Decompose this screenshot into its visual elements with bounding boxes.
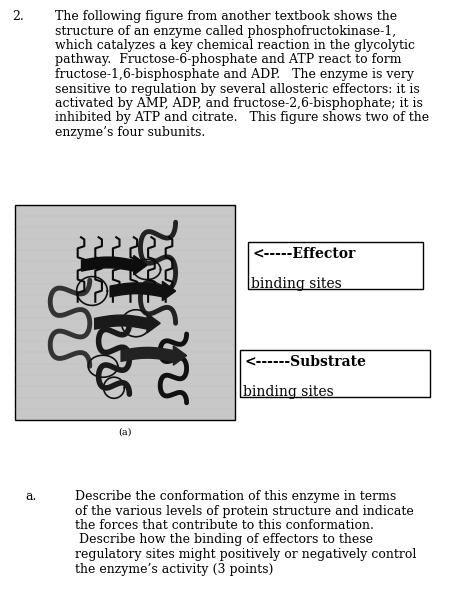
Text: pathway.  Fructose-6-phosphate and ATP react to form: pathway. Fructose-6-phosphate and ATP re… bbox=[55, 53, 401, 67]
Text: a.: a. bbox=[25, 490, 36, 503]
Text: The following figure from another textbook shows the: The following figure from another textbo… bbox=[55, 10, 397, 23]
Text: Describe the conformation of this enzyme in terms: Describe the conformation of this enzyme… bbox=[75, 490, 396, 503]
Bar bbox=[240, 350, 430, 397]
Text: of the various levels of protein structure and indicate: of the various levels of protein structu… bbox=[75, 504, 414, 517]
Text: the forces that contribute to this conformation.: the forces that contribute to this confo… bbox=[75, 519, 374, 532]
Text: sensitive to regulation by several allosteric effectors: it is: sensitive to regulation by several allos… bbox=[55, 82, 420, 96]
Text: <------Substrate: <------Substrate bbox=[245, 355, 367, 369]
Text: which catalyzes a key chemical reaction in the glycolytic: which catalyzes a key chemical reaction … bbox=[55, 39, 415, 52]
Bar bbox=[248, 242, 423, 289]
Text: structure of an enzyme called phosphofructokinase-1,: structure of an enzyme called phosphofru… bbox=[55, 25, 396, 37]
Text: binding sites: binding sites bbox=[243, 385, 334, 399]
Text: regulatory sites might positively or negatively control: regulatory sites might positively or neg… bbox=[75, 548, 416, 561]
Text: enzyme’s four subunits.: enzyme’s four subunits. bbox=[55, 126, 205, 139]
Polygon shape bbox=[163, 281, 176, 300]
Text: 2.: 2. bbox=[12, 10, 24, 23]
Polygon shape bbox=[147, 314, 160, 333]
Text: binding sites: binding sites bbox=[251, 277, 342, 291]
Bar bbox=[15, 205, 235, 420]
Polygon shape bbox=[173, 346, 187, 365]
Text: Describe how the binding of effectors to these: Describe how the binding of effectors to… bbox=[75, 534, 373, 546]
Text: inhibited by ATP and citrate.   This figure shows two of the: inhibited by ATP and citrate. This figur… bbox=[55, 112, 429, 124]
Text: the enzyme’s activity (3 points): the enzyme’s activity (3 points) bbox=[75, 563, 274, 576]
Text: activated by AMP, ADP, and fructose-2,6-bisphophate; it is: activated by AMP, ADP, and fructose-2,6-… bbox=[55, 97, 423, 110]
Text: fructose-1,6-bisphosphate and ADP.   The enzyme is very: fructose-1,6-bisphosphate and ADP. The e… bbox=[55, 68, 414, 81]
Text: (a): (a) bbox=[118, 428, 132, 437]
Text: <-----Effector: <-----Effector bbox=[253, 247, 356, 261]
Polygon shape bbox=[134, 255, 147, 275]
